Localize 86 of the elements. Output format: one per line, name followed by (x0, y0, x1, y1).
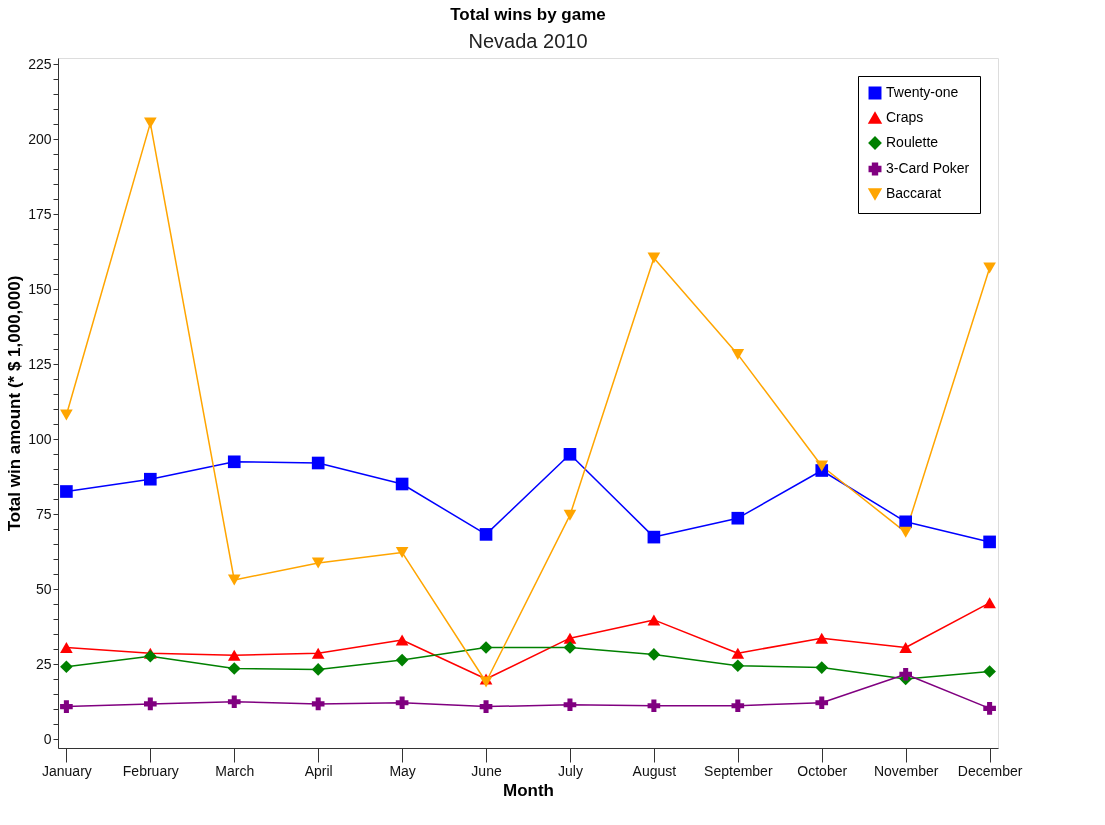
point (311, 647, 325, 659)
x-tick-label: July (558, 762, 583, 779)
chart-title: Total wins by game (450, 5, 606, 24)
point (479, 641, 493, 654)
point (311, 456, 325, 470)
point (647, 648, 661, 661)
point (647, 699, 661, 713)
point (479, 528, 493, 541)
point (899, 526, 912, 538)
point (60, 642, 73, 653)
point (311, 557, 325, 569)
x-tick-label: February (122, 762, 179, 779)
point (479, 700, 493, 713)
point (227, 574, 241, 586)
point (227, 695, 241, 709)
point (899, 515, 912, 529)
point (60, 700, 73, 713)
chart-subtitle: Nevada 2010 (468, 30, 588, 52)
point (983, 597, 996, 609)
point (647, 614, 661, 626)
point (983, 262, 996, 274)
legend-label: Craps (886, 109, 924, 125)
point (647, 530, 661, 544)
point (563, 698, 577, 712)
point (395, 477, 409, 491)
x-tick-label: November (873, 762, 939, 779)
point (983, 665, 996, 678)
x-tick-label: October (797, 762, 848, 779)
x-tick-label: June (471, 762, 502, 779)
point (227, 455, 241, 469)
point (983, 535, 996, 549)
legend-label: Roulette (886, 134, 939, 150)
point (563, 632, 577, 644)
point (60, 660, 73, 674)
point (731, 699, 745, 713)
x-tick-label: January (41, 762, 92, 779)
y-tick-label: 50 (35, 580, 52, 597)
y-tick-label: 225 (28, 55, 52, 72)
point (731, 659, 745, 673)
point (395, 696, 409, 710)
x-tick-label: September (704, 762, 773, 779)
point (815, 460, 829, 472)
y-tick-label: 25 (35, 655, 52, 672)
y-tick-label: 0 (43, 730, 52, 747)
point (731, 348, 745, 360)
point (144, 117, 157, 129)
point (899, 667, 912, 681)
y-tick-label: 175 (28, 205, 52, 222)
point (731, 511, 745, 525)
legend-label: 3-Card Poker (886, 160, 970, 176)
point (144, 472, 157, 486)
point (60, 485, 73, 498)
point (311, 663, 325, 676)
point (395, 634, 409, 646)
point (983, 702, 996, 715)
x-tick-label: May (389, 762, 416, 779)
legend-label: Twenty-one (886, 84, 959, 100)
point (563, 641, 577, 654)
y-tick-label: 200 (28, 130, 52, 147)
point (395, 546, 409, 558)
y-tick-label: 150 (28, 280, 52, 297)
point (395, 653, 409, 667)
point (227, 662, 241, 675)
y-tick-label: 75 (35, 505, 52, 522)
point (311, 697, 325, 711)
y-axis-title: Total win amount (* $ 1,000,000) (5, 275, 25, 532)
y-tick-label: 125 (28, 355, 52, 372)
point (647, 252, 661, 264)
point (227, 649, 241, 661)
legend-label: Baccarat (886, 185, 942, 201)
point (563, 509, 577, 521)
point (815, 632, 829, 644)
point (815, 661, 829, 674)
point (144, 697, 157, 711)
x-tick-label: August (632, 762, 677, 779)
point (144, 649, 157, 663)
point (731, 647, 745, 659)
point (899, 642, 912, 653)
x-tick-label: March (215, 762, 255, 779)
x-tick-label: April (304, 762, 333, 779)
point (563, 447, 577, 461)
x-axis-title: Month (503, 780, 554, 800)
x-tick-label: December (957, 762, 1023, 779)
point (815, 696, 829, 710)
point (60, 409, 73, 421)
y-tick-label: 100 (28, 430, 52, 447)
